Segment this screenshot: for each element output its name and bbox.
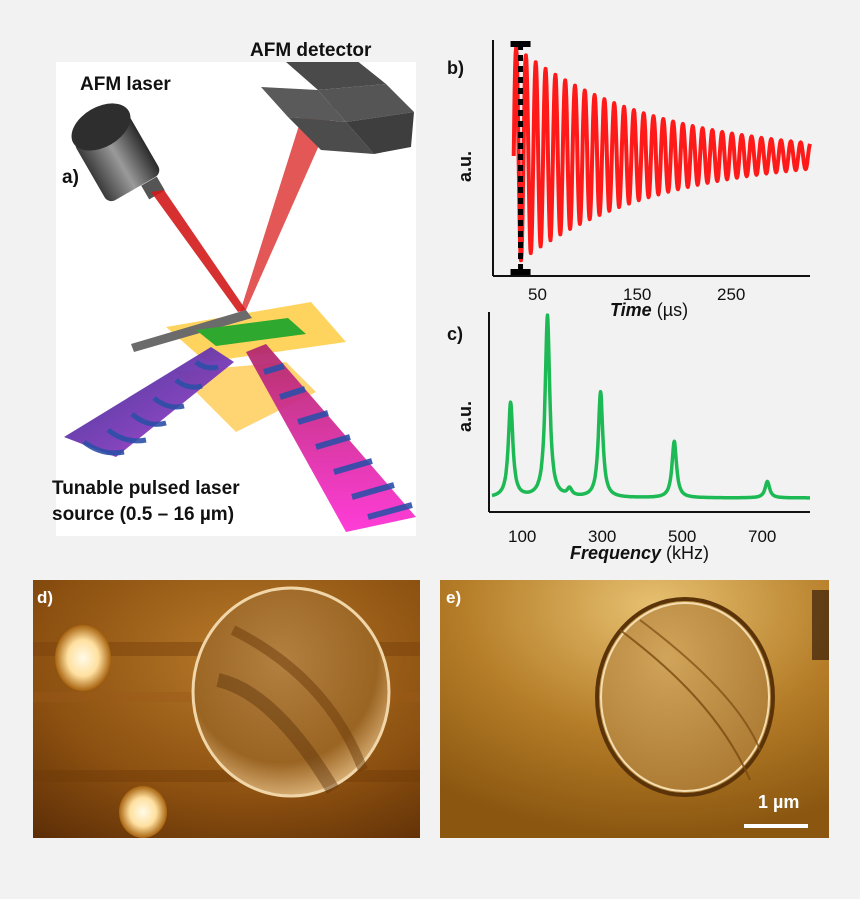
panel-a-illustration bbox=[56, 60, 416, 536]
pulsed-laser-cone-left bbox=[64, 347, 234, 457]
afm-laser-label: AFM laser bbox=[80, 74, 171, 95]
cantilever bbox=[131, 310, 252, 352]
panel-b-xlabel: Time (µs) bbox=[610, 300, 688, 321]
panel-c-xlabel: Frequency (kHz) bbox=[570, 543, 709, 564]
panel-d-topography bbox=[33, 580, 420, 838]
panel-e-disk bbox=[595, 597, 775, 797]
panel-c-spectrum-line bbox=[490, 313, 812, 500]
panel-d-label: d) bbox=[37, 588, 54, 607]
panel-d-particle-2 bbox=[119, 786, 167, 838]
panel-c-tick-700: 700 bbox=[748, 527, 777, 546]
pulsed-laser-cone-right bbox=[246, 344, 416, 532]
afm-laser-icon bbox=[71, 103, 165, 202]
panel-c-chart bbox=[488, 312, 812, 513]
panel-e-afm-image bbox=[440, 580, 829, 838]
panel-a-label: a) bbox=[62, 167, 79, 188]
panel-b-tick-50: 50 bbox=[528, 285, 547, 304]
source-label-line2: source (0.5 – 16 µm) bbox=[52, 504, 235, 525]
panel-c-xlabel-italic: Frequency bbox=[570, 543, 662, 563]
panel-c-label: c) bbox=[447, 324, 464, 344]
panel-b-chart bbox=[492, 40, 812, 277]
panel-c-ylabel: a.u. bbox=[455, 400, 475, 432]
panel-b-xlabel-italic: Time bbox=[610, 300, 652, 320]
panel-d-afm-image bbox=[33, 580, 420, 838]
incident-laser-beam bbox=[151, 190, 246, 312]
panel-c-tick-300: 300 bbox=[588, 527, 617, 546]
panel-b-tick-150: 150 bbox=[623, 285, 652, 304]
scale-bar bbox=[744, 824, 808, 828]
panel-e-topography bbox=[440, 580, 829, 838]
panel-b-signal-line bbox=[511, 45, 812, 263]
panel-b-time-marker bbox=[510, 41, 531, 275]
panel-c-xlabel-unit: (kHz) bbox=[666, 543, 710, 563]
panel-d-particle-1 bbox=[55, 625, 111, 691]
panel-b-label: b) bbox=[447, 58, 464, 78]
sample-plate bbox=[196, 318, 306, 346]
afm-detector-icon bbox=[261, 60, 414, 154]
panel-b-xlabel-unit: (µs) bbox=[656, 300, 689, 320]
afm-detector-label: AFM detector bbox=[250, 40, 372, 61]
panel-b-tick-250: 250 bbox=[717, 285, 746, 304]
afm-setup-diagram bbox=[64, 60, 416, 532]
panel-e-label: e) bbox=[446, 588, 462, 607]
panel-c-tick-100: 100 bbox=[508, 527, 537, 546]
source-label-line1: Tunable pulsed laser bbox=[52, 478, 240, 499]
panel-c-tick-500: 500 bbox=[668, 527, 697, 546]
reflected-laser-beam bbox=[240, 97, 336, 312]
panel-b-ylabel: a.u. bbox=[455, 150, 475, 182]
scale-bar-label: 1 µm bbox=[758, 792, 800, 812]
